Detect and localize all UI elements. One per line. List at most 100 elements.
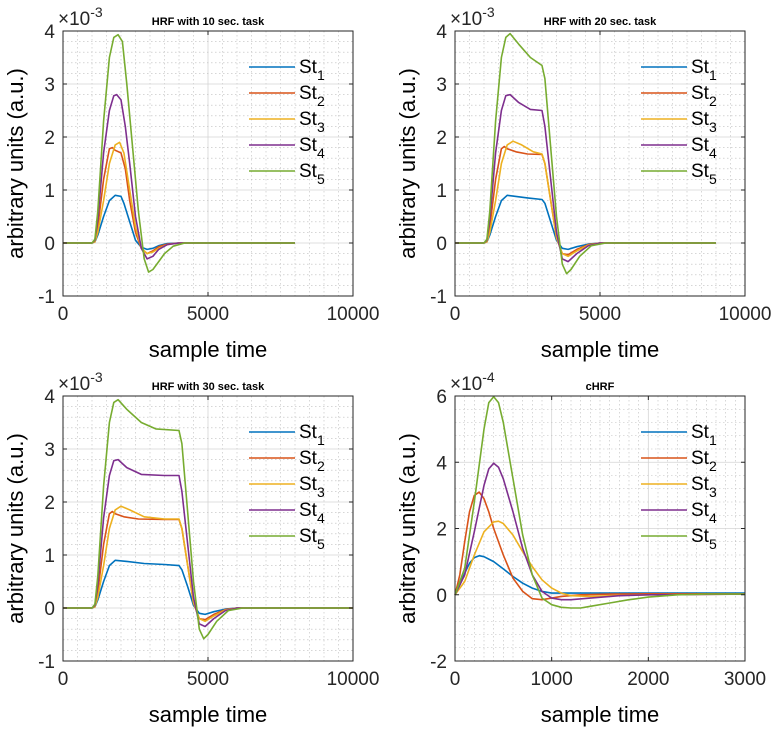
x-tick-label: 0 xyxy=(450,304,461,325)
legend-label-st2: St2 xyxy=(691,83,717,109)
y-tick-label: -1 xyxy=(38,652,55,673)
legend-label-st4: St4 xyxy=(691,500,717,526)
chart-title: HRF with 20 sec. task xyxy=(544,16,657,28)
legend-label-text: St xyxy=(691,83,710,104)
series-line-st5 xyxy=(455,32,716,275)
y-tick-label: 1 xyxy=(44,546,55,567)
series-group xyxy=(455,32,716,275)
legend-label-text: St xyxy=(299,161,318,182)
legend-label-subscript: 2 xyxy=(709,458,717,474)
legend-label-st4: St4 xyxy=(299,135,325,161)
series-line-st2 xyxy=(63,146,295,255)
legend-label-st1: St1 xyxy=(691,57,717,83)
x-axis-label: sample time xyxy=(149,337,268,362)
legend-label-subscript: 1 xyxy=(709,432,717,448)
series-line-st3 xyxy=(455,140,716,258)
legend-label-st5: St5 xyxy=(299,161,325,187)
series-line-st4 xyxy=(454,462,746,601)
legend-label-text: St xyxy=(691,109,710,130)
series-line-st5 xyxy=(63,398,353,640)
legend-label-text: St xyxy=(299,57,318,78)
legend-label-st3: St3 xyxy=(299,474,325,500)
y-axis-label: arbitrary units (a.u.) xyxy=(395,68,420,259)
legend-label-text: St xyxy=(691,500,710,521)
legend-label-subscript: 5 xyxy=(709,171,717,187)
series-group xyxy=(454,395,746,609)
series-line-st3 xyxy=(63,141,295,255)
legend-label-text: St xyxy=(299,83,318,104)
legend-label-st2: St2 xyxy=(299,448,325,474)
x-axis-label: sample time xyxy=(541,337,660,362)
legend-label-st5: St5 xyxy=(691,526,717,552)
x-tick-label: 5000 xyxy=(579,304,621,325)
legend-label-text: St xyxy=(691,161,710,182)
y-tick-label: 4 xyxy=(436,22,447,43)
series-line-st3 xyxy=(454,520,746,598)
legend-label-st3: St3 xyxy=(299,109,325,135)
legend-label-subscript: 4 xyxy=(709,510,717,526)
y-tick-label: 3 xyxy=(44,440,55,461)
legend-label-text: St xyxy=(691,422,710,443)
axis-multiplier: ×10-3 xyxy=(450,4,495,30)
legend-label-subscript: 1 xyxy=(317,432,325,448)
y-tick-label: 6 xyxy=(436,387,447,408)
y-tick-label: 0 xyxy=(436,234,447,255)
legend-label-st2: St2 xyxy=(299,83,325,109)
legend-label-text: St xyxy=(691,57,710,78)
legend-label-subscript: 3 xyxy=(317,484,325,500)
legend-label-text: St xyxy=(691,135,710,156)
y-tick-label: 3 xyxy=(44,75,55,96)
axis-multiplier: ×10-4 xyxy=(450,369,495,395)
legend-label-st1: St1 xyxy=(691,422,717,448)
legend-label-subscript: 4 xyxy=(317,510,325,526)
y-tick-label: -2 xyxy=(430,652,447,673)
legend-label-subscript: 3 xyxy=(709,119,717,135)
y-tick-label: 0 xyxy=(436,586,447,607)
legend-label-st3: St3 xyxy=(691,109,717,135)
series-line-st2 xyxy=(455,145,716,256)
legend-label-subscript: 2 xyxy=(709,93,717,109)
legend-label-subscript: 1 xyxy=(709,67,717,83)
legend-label-text: St xyxy=(299,422,318,443)
legend-label-st1: St1 xyxy=(299,422,325,448)
x-tick-label: 1000 xyxy=(531,669,573,690)
y-tick-label: 4 xyxy=(44,387,55,408)
series-line-st1 xyxy=(63,559,353,616)
chart-title: cHRF xyxy=(586,381,615,393)
y-tick-label: 0 xyxy=(44,599,55,620)
y-tick-label: 1 xyxy=(44,181,55,202)
y-tick-label: 0 xyxy=(44,234,55,255)
x-tick-label: 0 xyxy=(58,669,69,690)
legend-label-st2: St2 xyxy=(691,448,717,474)
x-axis-label: sample time xyxy=(541,702,660,727)
x-axis-label: sample time xyxy=(149,702,268,727)
legend-label-st3: St3 xyxy=(691,474,717,500)
y-tick-label: 3 xyxy=(436,75,447,96)
legend-label-subscript: 5 xyxy=(317,536,325,552)
y-tick-label: 2 xyxy=(44,128,55,149)
x-tick-label: 0 xyxy=(450,669,461,690)
legend-label-text: St xyxy=(691,526,710,547)
series-group xyxy=(63,33,295,273)
x-tick-label: 3000 xyxy=(724,669,766,690)
chart-title: HRF with 10 sec. task xyxy=(152,16,265,28)
y-tick-label: 1 xyxy=(436,181,447,202)
series-line-st2 xyxy=(454,491,745,601)
legend-label-subscript: 2 xyxy=(317,93,325,109)
legend-label-text: St xyxy=(299,474,318,495)
x-tick-label: 10000 xyxy=(719,304,772,325)
legend-label-text: St xyxy=(299,109,318,130)
x-tick-label: 5000 xyxy=(187,304,229,325)
series-line-st4 xyxy=(63,458,353,628)
axis-multiplier: ×10-3 xyxy=(58,369,103,395)
legend-label-st5: St5 xyxy=(299,526,325,552)
y-tick-label: -1 xyxy=(430,287,447,308)
y-tick-label: 4 xyxy=(44,22,55,43)
